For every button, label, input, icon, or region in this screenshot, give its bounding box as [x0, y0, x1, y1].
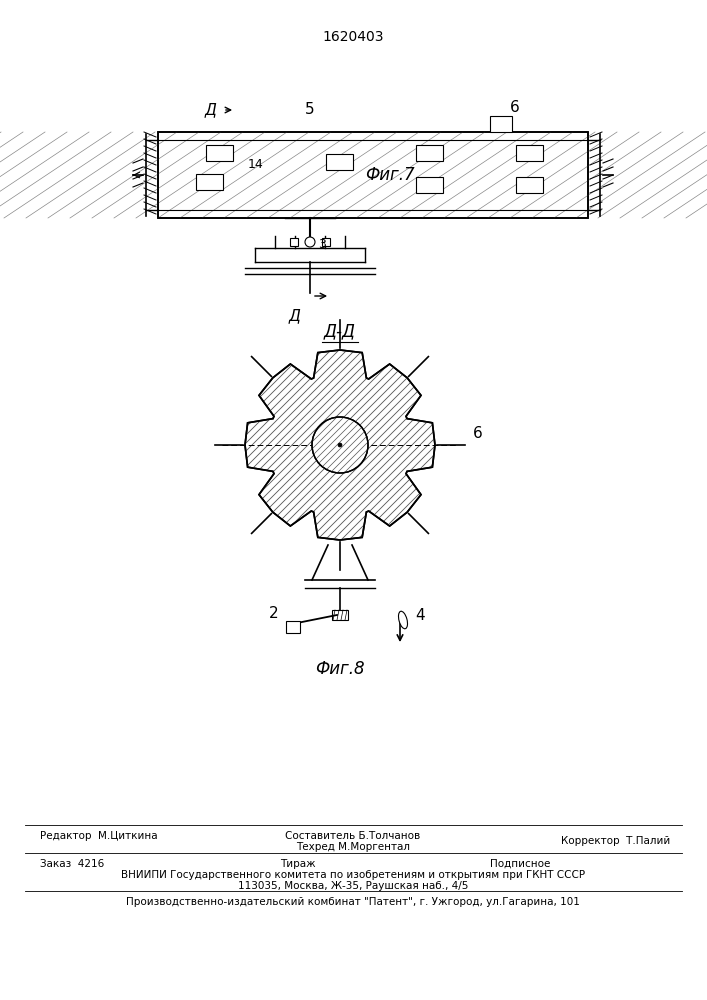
Bar	[158, 132, 588, 218]
Text: Подписное: Подписное	[490, 859, 550, 869]
Text: Составитель Б.Толчанов: Составитель Б.Толчанов	[286, 831, 421, 841]
Circle shape	[338, 443, 342, 447]
Text: Корректор  Т.Палий: Корректор Т.Палий	[561, 836, 670, 846]
Ellipse shape	[399, 611, 407, 629]
Text: 6: 6	[473, 426, 483, 440]
Bar	[196, 174, 223, 190]
Bar	[326, 154, 353, 170]
Text: ВНИИПИ Государственного комитета по изобретениям и открытиям при ГКНТ СССР: ВНИИПИ Государственного комитета по изоб…	[121, 870, 585, 880]
Text: Производственно-издательский комбинат "Патент", г. Ужгород, ул.Гагарина, 101: Производственно-издательский комбинат "П…	[126, 897, 580, 907]
Bar	[516, 177, 543, 193]
Text: Заказ  4216: Заказ 4216	[40, 859, 104, 869]
Text: 4: 4	[415, 607, 425, 622]
Bar	[332, 610, 348, 620]
Bar	[286, 621, 300, 633]
Text: Техред М.Моргентал: Техред М.Моргентал	[296, 842, 410, 852]
Text: Фиг.7: Фиг.7	[366, 166, 415, 184]
Text: 5: 5	[305, 103, 315, 117]
Bar	[490, 116, 512, 132]
Circle shape	[305, 237, 315, 247]
Bar	[158, 132, 588, 218]
Text: 1620403: 1620403	[322, 30, 384, 44]
Text: Д-Д: Д-Д	[324, 322, 356, 340]
Text: 113035, Москва, Ж-35, Раушская наб., 4/5: 113035, Москва, Ж-35, Раушская наб., 4/5	[238, 881, 468, 891]
Text: 3: 3	[318, 237, 326, 250]
Text: Фиг.8: Фиг.8	[315, 660, 365, 678]
Bar	[516, 145, 543, 161]
Text: Д: Д	[204, 103, 216, 117]
Circle shape	[312, 417, 368, 473]
Text: Д: Д	[289, 308, 301, 323]
Text: Тираж: Тираж	[280, 859, 315, 869]
Bar	[322, 238, 330, 246]
Bar	[206, 145, 233, 161]
Bar	[290, 238, 298, 246]
Polygon shape	[245, 350, 435, 540]
Text: 14: 14	[248, 158, 264, 172]
Text: 2: 2	[269, 605, 278, 620]
Text: Редактор  М.Циткина: Редактор М.Циткина	[40, 831, 158, 841]
Text: 6: 6	[510, 101, 520, 115]
Bar	[416, 145, 443, 161]
Bar	[416, 177, 443, 193]
